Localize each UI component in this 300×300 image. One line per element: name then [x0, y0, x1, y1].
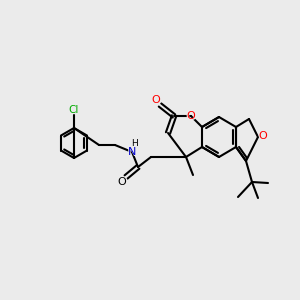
Text: O: O: [259, 131, 267, 141]
Text: O: O: [257, 130, 268, 142]
Text: O: O: [187, 111, 195, 121]
Text: Cl: Cl: [68, 103, 81, 116]
Text: O: O: [118, 177, 126, 187]
Text: H: H: [130, 139, 137, 148]
Text: O: O: [152, 95, 160, 105]
Text: O: O: [116, 176, 128, 188]
Text: O: O: [150, 94, 162, 106]
Text: N: N: [126, 146, 138, 158]
Text: N: N: [128, 147, 136, 157]
Text: O: O: [185, 110, 197, 122]
Text: Cl: Cl: [69, 105, 79, 115]
